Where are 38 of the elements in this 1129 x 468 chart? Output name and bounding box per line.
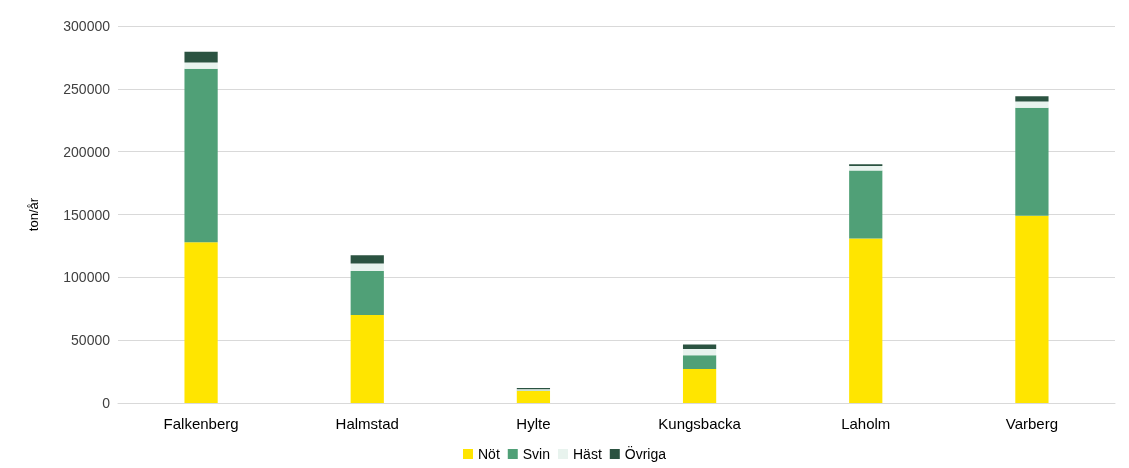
y-tick-label: 200000: [63, 143, 111, 160]
bar: [350, 255, 384, 264]
x-tick-label: Varberg: [1005, 415, 1059, 432]
bar: [516, 391, 551, 403]
y-tick-label: 50000: [71, 332, 111, 349]
bar: [184, 51, 218, 63]
x-tick-label: Kungsbacka: [658, 415, 742, 432]
bar: [849, 166, 883, 171]
y-tick-label: 0: [102, 395, 111, 411]
bar: [350, 271, 384, 316]
bar: [849, 170, 883, 239]
y-tick-label: 250000: [63, 80, 111, 97]
legend-label: Nöt: [477, 446, 500, 462]
y-tick-label: 150000: [63, 206, 111, 223]
bar: [1015, 101, 1049, 108]
bar: [682, 355, 717, 370]
bar: [1015, 107, 1049, 216]
bar: [350, 263, 384, 272]
x-tick-label: Laholm: [841, 415, 891, 432]
y-tick-label: 300000: [63, 18, 111, 34]
y-axis-title: ton/år: [26, 197, 41, 232]
y-tick-label: 100000: [63, 269, 111, 286]
bar: [350, 315, 384, 403]
bar: [849, 238, 883, 403]
x-tick-label: Hylte: [516, 415, 551, 432]
x-tick-label: Falkenberg: [163, 415, 239, 432]
bar: [682, 348, 717, 356]
bar: [184, 62, 218, 69]
bar: [682, 369, 717, 403]
legend-label: Häst: [573, 446, 602, 462]
legend-label: Övriga: [624, 445, 667, 462]
bar: [184, 68, 218, 243]
bar: [1015, 215, 1049, 403]
x-tick-label: Halmstad: [335, 415, 399, 432]
bar: [1015, 96, 1049, 102]
bar: [184, 242, 218, 403]
legend-label: Svin: [522, 446, 550, 462]
bar: [682, 344, 717, 349]
